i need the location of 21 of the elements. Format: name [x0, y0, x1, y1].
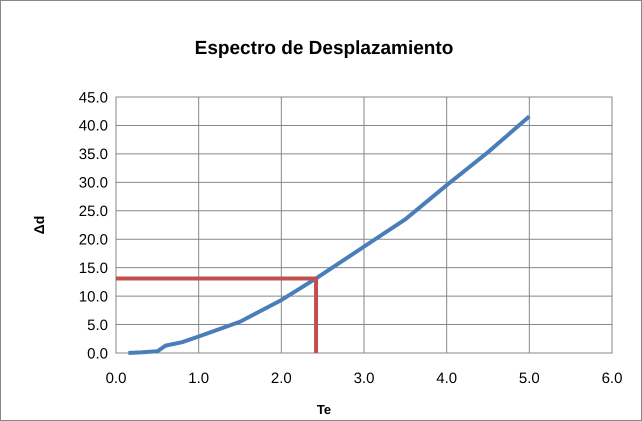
y-tick-label: 30.0 — [78, 174, 108, 192]
y-tick-label: 10.0 — [78, 288, 108, 306]
x-tick-label: 5.0 — [518, 370, 540, 387]
y-tick-label: 0.0 — [87, 345, 108, 362]
y-tick-label: 15.0 — [78, 260, 108, 277]
x-tick-label: 4.0 — [436, 370, 458, 387]
y-tick-label: 5.0 — [87, 316, 108, 334]
x-tick-label: 0.0 — [106, 370, 126, 387]
line-series — [126, 114, 532, 355]
y-tick-label: 20.0 — [78, 231, 108, 248]
y-tick-label: 45.0 — [78, 89, 108, 106]
x-tick-label: 6.0 — [602, 370, 622, 387]
x-tick-label: 1.0 — [188, 370, 210, 387]
y-tick-label: 25.0 — [78, 203, 108, 220]
chart-title: Espectro de Desplazamiento — [194, 38, 454, 59]
x-axis-title: Te — [316, 402, 332, 417]
y-axis-title: Δd — [31, 216, 47, 234]
y-tick-label: 40.0 — [78, 118, 108, 135]
x-tick-label: 3.0 — [354, 370, 374, 387]
x-tick-label: 2.0 — [270, 370, 292, 387]
y-tick-label: 35.0 — [78, 146, 108, 164]
